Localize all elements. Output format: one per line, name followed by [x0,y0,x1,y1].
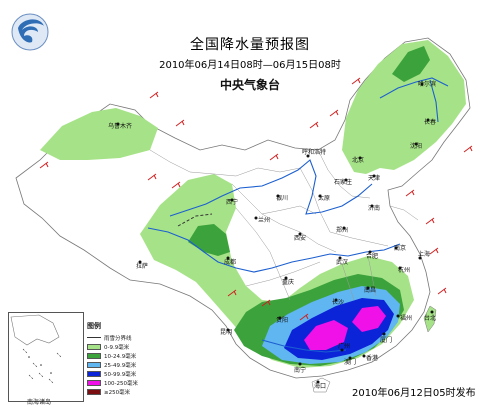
city-shanghai: 上海 [418,250,430,258]
hainan [311,377,331,393]
legend-item-heavy: 25-49.9毫米 [87,360,149,369]
inset-map [10,314,62,384]
city-hangzhou: 杭州 [398,266,410,274]
swatch-light [87,343,101,350]
issue-time: 2010年06月12日05时发布 [352,388,476,399]
legend-title: 图例 [87,322,101,330]
agency-name: 中央气象台 [219,78,280,92]
city-changchun: 长春 [424,118,436,126]
city-nanjing: 南京 [394,244,406,252]
city-macau: 澳门 [344,358,356,366]
city-jinan: 济南 [368,204,380,212]
legend-item-moderate: 10-24.9毫米 [87,351,149,360]
city-urumqi: 乌鲁木齐 [108,122,132,130]
city-zhengzhou: 郑州 [336,226,348,234]
city-changsha: 长沙 [332,298,344,306]
city-nanning: 南宁 [294,366,306,374]
city-shenyang: 沈阳 [410,142,422,150]
city-beijing: 北京 [352,156,364,164]
city-hefei: 合肥 [366,252,378,260]
city-guangzhou: 广州 [338,342,350,350]
map-title: 全国降水量预报图 [190,37,310,53]
city-hohhot: 呼和浩特 [302,148,326,156]
songhua-river [379,77,449,99]
swatch-moderate [87,352,101,359]
legend-item-light: 0-9.9毫米 [87,342,149,351]
swatch-heavy [87,361,101,368]
boundary-line-swatch [87,337,101,338]
swatch-extreme [87,388,101,395]
city-tianjin: 天津 [368,175,380,182]
yangtze-river [147,227,401,273]
south-china-sea-inset: 南海诸岛 [8,312,84,406]
rivers [147,77,449,353]
city-harbin: 哈尔滨 [418,80,436,88]
cma-logo-icon [11,13,49,51]
rain-light-northwest [40,108,158,160]
legend: 图例 雨雪分界线 0-9.9毫米 10-24.9毫米 25-49.9毫米 50-… [87,321,149,396]
city-nanchang: 南昌 [364,286,376,294]
inset-label: 南海诸岛 [27,399,52,406]
city-chengdu: 成都 [224,258,236,266]
yellow-river [169,159,373,217]
forecast-period: 2010年06月14日08时—06月15日08时 [159,60,341,71]
cities: 乌鲁木齐 拉萨 西宁 兰州 银川 呼和浩特 北京 天津 石家庄 太原 济南 郑州… [108,80,436,390]
city-xian: 西安 [294,234,306,242]
city-xining: 西宁 [226,198,238,206]
rain-heavystorm-1 [304,320,348,350]
city-guiyang: 贵阳 [276,316,288,324]
city-taibei: 台北 [424,314,436,322]
city-xiamen: 厦门 [380,336,392,344]
city-lanzhou: 兰州 [258,216,270,224]
city-wuhan: 武汉 [336,258,348,266]
legend-item-heavy-rainstorm: 100-250毫米 [87,378,149,387]
province-borders [149,149,419,301]
city-shijiazhuang: 石家庄 [334,178,352,186]
legend-item-rainstorm: 50-99.9毫米 [87,369,149,378]
city-chongqing: 重庆 [282,278,294,286]
swatch-heavy-rainstorm [87,379,101,386]
rain-snow-boundary [177,213,213,227]
city-kunming: 昆明 [220,329,232,336]
rain-heavystorm-2 [352,306,386,332]
city-fuzhou: 福州 [400,314,412,322]
swatch-rainstorm [87,370,101,377]
wind-barbs [39,77,473,321]
rain-moderate-northeast [392,46,430,82]
legend-item-extreme: ≥250毫米 [87,387,149,396]
city-yinchuan: 银川 [276,194,288,202]
city-taiyuan: 太原 [318,194,330,202]
city-haikou: 海口 [314,382,326,390]
city-lhasa: 拉萨 [136,262,148,270]
city-hongkong: 香港 [366,354,378,362]
rain-light-northeast [342,40,466,174]
pearl-river [261,339,347,353]
legend-item-boundary: 雨雪分界线 [87,333,149,342]
